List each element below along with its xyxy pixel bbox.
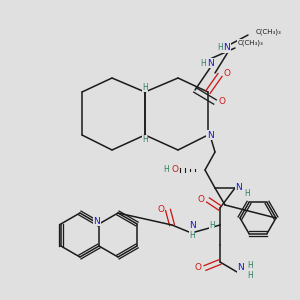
Text: H: H	[247, 271, 253, 280]
Text: H: H	[217, 44, 223, 52]
Text: H: H	[142, 82, 148, 91]
Text: N: N	[224, 44, 230, 52]
Text: O: O	[172, 166, 178, 175]
Text: N: N	[94, 217, 100, 226]
Text: N: N	[236, 184, 242, 193]
Text: H: H	[247, 262, 253, 271]
Text: N: N	[207, 130, 213, 140]
Text: O: O	[194, 263, 202, 272]
Text: H: H	[244, 188, 250, 197]
Text: H: H	[142, 136, 148, 145]
Text: N: N	[207, 58, 213, 68]
Text: O: O	[224, 68, 230, 77]
Text: H: H	[209, 220, 215, 230]
Text: N: N	[238, 263, 244, 272]
Text: O: O	[218, 98, 226, 106]
Text: H: H	[200, 58, 206, 68]
Text: C(CH₃)₃: C(CH₃)₃	[237, 40, 263, 46]
Text: C(CH₃)₃: C(CH₃)₃	[255, 29, 281, 35]
Text: H: H	[189, 232, 195, 241]
Text: O: O	[158, 206, 164, 214]
Text: O: O	[197, 196, 205, 205]
Text: N: N	[189, 221, 195, 230]
Text: H: H	[163, 166, 169, 175]
